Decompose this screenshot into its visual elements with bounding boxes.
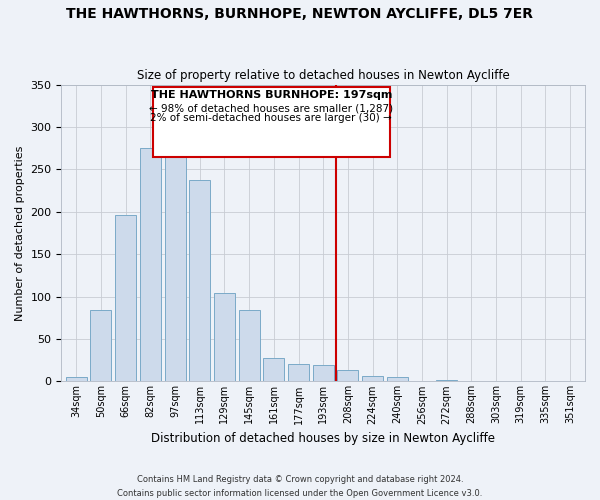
Bar — [115, 215, 136, 382]
Bar — [436, 380, 457, 382]
Y-axis label: Number of detached properties: Number of detached properties — [15, 146, 25, 320]
Bar — [91, 310, 112, 382]
FancyBboxPatch shape — [153, 87, 390, 156]
Bar — [189, 180, 210, 382]
Bar — [560, 380, 581, 382]
X-axis label: Distribution of detached houses by size in Newton Aycliffe: Distribution of detached houses by size … — [151, 432, 495, 445]
Text: THE HAWTHORNS, BURNHOPE, NEWTON AYCLIFFE, DL5 7ER: THE HAWTHORNS, BURNHOPE, NEWTON AYCLIFFE… — [67, 8, 533, 22]
Text: Contains HM Land Registry data © Crown copyright and database right 2024.
Contai: Contains HM Land Registry data © Crown c… — [118, 476, 482, 498]
Bar — [362, 376, 383, 382]
Bar — [66, 377, 87, 382]
Text: ← 98% of detached houses are smaller (1,287): ← 98% of detached houses are smaller (1,… — [149, 103, 394, 113]
Bar — [288, 364, 309, 382]
Title: Size of property relative to detached houses in Newton Aycliffe: Size of property relative to detached ho… — [137, 69, 509, 82]
Bar — [337, 370, 358, 382]
Bar — [214, 293, 235, 382]
Text: 2% of semi-detached houses are larger (30) →: 2% of semi-detached houses are larger (3… — [151, 114, 392, 124]
Bar — [263, 358, 284, 382]
Bar — [140, 148, 161, 382]
Text: THE HAWTHORNS BURNHOPE: 197sqm: THE HAWTHORNS BURNHOPE: 197sqm — [151, 90, 392, 101]
Bar — [239, 310, 260, 382]
Bar — [164, 156, 185, 382]
Bar — [313, 366, 334, 382]
Bar — [387, 377, 408, 382]
